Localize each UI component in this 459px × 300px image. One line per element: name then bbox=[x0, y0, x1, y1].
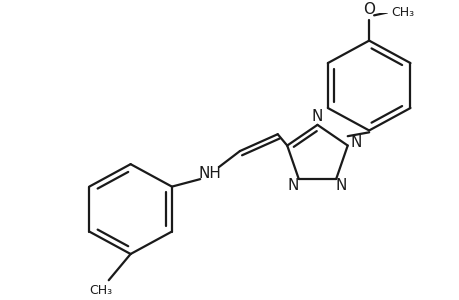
Text: CH₃: CH₃ bbox=[89, 284, 112, 297]
Text: N: N bbox=[335, 178, 347, 193]
Text: NH: NH bbox=[198, 166, 221, 181]
Text: O: O bbox=[362, 2, 375, 17]
Text: N: N bbox=[287, 178, 298, 193]
Text: N: N bbox=[311, 109, 323, 124]
Text: N: N bbox=[350, 135, 361, 150]
Text: CH₃: CH₃ bbox=[390, 6, 413, 19]
